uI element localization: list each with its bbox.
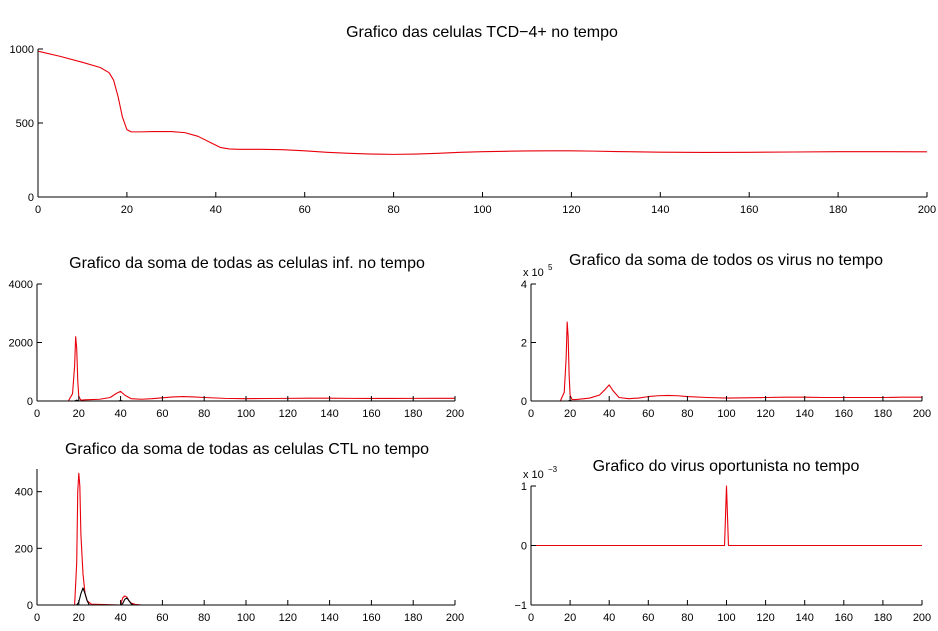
x-tick-label: 200	[913, 612, 931, 624]
x-tick-label: 80	[198, 408, 210, 420]
x-tick-label: 200	[913, 408, 931, 420]
chart-3: Grafico da soma de todos os virus no tem…	[521, 252, 931, 420]
series-line-1	[531, 321, 922, 402]
chart-2: Grafico da soma de todas as celulas inf.…	[9, 255, 465, 420]
x-tick-label: 60	[299, 204, 311, 216]
x-tick-label: 0	[35, 204, 41, 216]
series-line-1	[37, 472, 455, 606]
x-tick-label: 160	[362, 612, 380, 624]
x-tick-label: 160	[740, 204, 758, 216]
series-line-1	[37, 336, 455, 402]
x-tick-label: 80	[198, 612, 210, 624]
chart-title: Grafico do virus oportunista no tempo	[593, 458, 860, 475]
x-tick-label: 80	[681, 612, 693, 624]
x-tick-label: 20	[121, 204, 133, 216]
x-tick-label: 140	[796, 408, 814, 420]
y-tick-label: 400	[15, 487, 33, 499]
y-tick-label: 0	[521, 541, 527, 553]
chart-title: Grafico da soma de todas as celulas inf.…	[69, 255, 425, 272]
x-tick-label: 20	[564, 612, 576, 624]
x-tick-label: 40	[210, 204, 222, 216]
x-tick-label: 20	[73, 408, 85, 420]
x-tick-label: 140	[320, 612, 338, 624]
x-tick-label: 120	[279, 612, 297, 624]
chart-title: Grafico das celulas TCD−4+ no tempo	[346, 24, 618, 41]
x-tick-label: 20	[73, 612, 85, 624]
x-tick-label: 60	[642, 408, 654, 420]
x-tick-label: 120	[279, 408, 297, 420]
x-tick-label: 20	[564, 408, 576, 420]
y-multiplier-exponent: 5	[548, 263, 553, 272]
x-tick-label: 160	[835, 408, 853, 420]
x-tick-label: 40	[114, 612, 126, 624]
y-tick-label: 2000	[9, 338, 33, 350]
y-tick-label: 4000	[9, 279, 33, 291]
x-tick-label: 40	[114, 408, 126, 420]
x-tick-label: 200	[918, 204, 936, 216]
chart-5: Grafico do virus oportunista no tempo 0 20…	[514, 458, 931, 624]
x-tick-label: 100	[237, 612, 255, 624]
x-tick-label: 120	[756, 408, 774, 420]
y-tick-label: 0	[27, 600, 33, 612]
x-tick-label: 0	[528, 408, 534, 420]
x-tick-label: 160	[835, 612, 853, 624]
x-tick-label: 40	[603, 408, 615, 420]
x-tick-label: 100	[473, 204, 491, 216]
y-tick-label: 4	[521, 279, 527, 291]
x-tick-label: 180	[404, 612, 422, 624]
x-tick-label: 100	[237, 408, 255, 420]
y-tick-label: 2	[521, 338, 527, 350]
y-tick-label: 1	[521, 481, 527, 493]
x-tick-label: 60	[156, 408, 168, 420]
x-tick-label: 180	[874, 612, 892, 624]
series-line-1	[37, 50, 928, 155]
x-tick-label: 120	[562, 204, 580, 216]
y-multiplier: x 10	[523, 267, 544, 279]
x-tick-label: 120	[756, 612, 774, 624]
chart-1: Grafico das celulas TCD−4+ no tempo 0 20 40…	[10, 24, 937, 216]
y-multiplier-exponent: −3	[548, 465, 558, 474]
x-tick-label: 40	[603, 612, 615, 624]
x-tick-label: 140	[796, 612, 814, 624]
y-tick-label: 0	[27, 396, 33, 408]
chart-title: Grafico da soma de todas as celulas CTL …	[65, 441, 429, 458]
x-tick-label: 180	[874, 408, 892, 420]
x-tick-label: 0	[528, 612, 534, 624]
y-tick-label: 0	[521, 396, 527, 408]
chart-4: Grafico da soma de todas as celulas CTL …	[15, 441, 465, 624]
x-tick-label: 200	[446, 612, 464, 624]
y-tick-label: −1	[514, 600, 527, 612]
y-tick-label: 500	[16, 118, 34, 130]
y-tick-label: 0	[28, 192, 34, 204]
x-tick-label: 60	[156, 612, 168, 624]
x-tick-label: 180	[829, 204, 847, 216]
y-tick-label: 1000	[10, 44, 34, 56]
x-tick-label: 60	[642, 612, 654, 624]
x-tick-label: 0	[34, 612, 40, 624]
y-tick-label: 200	[15, 543, 33, 555]
chart-title: Grafico da soma de todos os virus no tem…	[569, 252, 883, 269]
x-tick-label: 100	[717, 612, 735, 624]
x-tick-label: 80	[387, 204, 399, 216]
y-multiplier: x 10	[523, 469, 544, 481]
series-line-1	[531, 485, 922, 547]
x-tick-label: 160	[362, 408, 380, 420]
x-tick-label: 200	[446, 408, 464, 420]
x-tick-label: 140	[320, 408, 338, 420]
x-tick-label: 180	[404, 408, 422, 420]
x-tick-label: 100	[717, 408, 735, 420]
x-tick-label: 0	[34, 408, 40, 420]
x-tick-label: 80	[681, 408, 693, 420]
x-tick-label: 140	[651, 204, 669, 216]
